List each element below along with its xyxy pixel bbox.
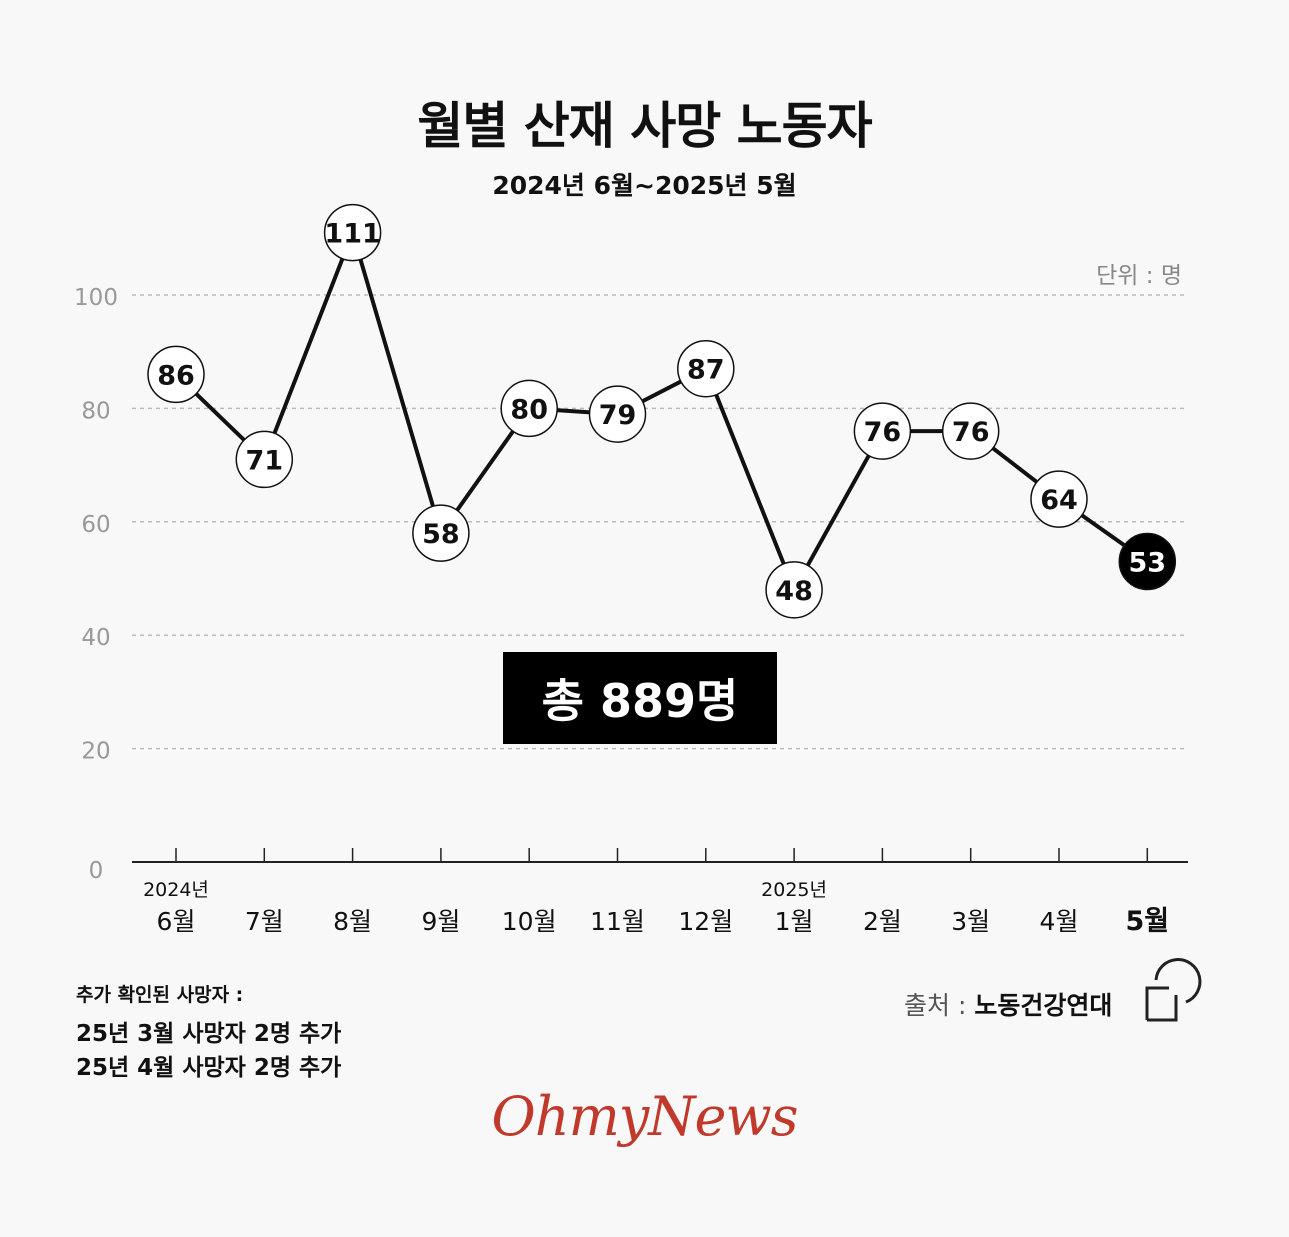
data-point — [500, 379, 558, 438]
x-tick-label: 6월 — [157, 907, 196, 936]
y-tick-label: 40 — [81, 625, 110, 651]
data-label: 58 — [422, 519, 460, 550]
x-tick-label: 11월 — [590, 907, 645, 936]
year-label: 2025년 — [761, 879, 827, 901]
x-tick-label: 9월 — [421, 907, 460, 936]
data-point — [147, 345, 205, 404]
x-tick-label: 3월 — [951, 907, 990, 936]
x-tick-label: 5월 — [1125, 906, 1169, 937]
notes-title: 추가 확인된 사망자 : — [76, 984, 244, 1006]
y-tick-label: 60 — [81, 512, 110, 538]
unit-label: 단위 : 명 — [1096, 263, 1182, 289]
data-point — [677, 339, 735, 398]
ohmynews-logo: OhmyNews — [491, 1085, 799, 1148]
y-tick-label: 100 — [74, 285, 118, 311]
source-name: 노동건강연대 — [974, 991, 1113, 1020]
source-label: 출처 : — [904, 991, 967, 1020]
x-tick-label: 1월 — [775, 907, 814, 936]
x-tick-label: 4월 — [1040, 907, 1079, 936]
data-point — [323, 203, 382, 262]
line-chart: 0 20 40 60 80 100 단위 : 명 6월 7월 8월 9월 10월 11월 12월 1월 2월 3… — [74, 203, 1188, 937]
data-label: 48 — [775, 576, 813, 607]
note-line-1: 25년 3월 사망자 2명 추가 — [76, 1021, 342, 1047]
data-point — [235, 430, 294, 489]
chart-title: 월별 산재 사망 노동자 — [417, 97, 872, 155]
data-point — [1118, 532, 1177, 591]
x-tick-label: 10월 — [502, 907, 557, 936]
data-label: 71 — [246, 445, 284, 476]
x-tick-label: 12월 — [678, 907, 733, 936]
data-point — [765, 561, 823, 619]
data-label: 80 — [510, 394, 548, 425]
data-point — [588, 385, 647, 443]
data-label: 53 — [1129, 547, 1167, 578]
note-line-2: 25년 4월 사망자 2명 추가 — [76, 1055, 342, 1081]
x-tick-label: 7월 — [245, 907, 284, 936]
year-label: 2024년 — [143, 879, 209, 901]
data-point — [1030, 470, 1088, 528]
series-line — [174, 230, 1149, 592]
source-logo-icon — [1145, 958, 1202, 1022]
data-label: 76 — [952, 417, 990, 448]
data-label: 79 — [599, 400, 637, 431]
additional-notes: 추가 확인된 사망자 : 25년 3월 사망자 2명 추가 25년 4월 사망자… — [76, 980, 341, 1085]
y-tick-label: 20 — [81, 739, 110, 765]
chart-subtitle: 2024년 6월~2025년 5월 — [492, 171, 797, 200]
x-tick-label: 2월 — [863, 907, 902, 936]
source-credit: 출처 : 노동건강연대 — [904, 986, 1112, 1022]
x-tick-label: 8월 — [333, 907, 372, 936]
data-label: 64 — [1040, 485, 1078, 516]
y-tick-label: 0 — [89, 858, 104, 884]
data-label: 76 — [864, 417, 902, 448]
data-label: 87 — [687, 355, 725, 386]
total-badge: 총 889명 — [503, 652, 777, 744]
data-label: 86 — [157, 360, 195, 391]
y-tick-label: 80 — [81, 398, 110, 424]
data-point — [853, 402, 912, 460]
data-label: 111 — [324, 219, 380, 250]
data-point — [412, 504, 470, 562]
data-point — [941, 402, 1000, 460]
